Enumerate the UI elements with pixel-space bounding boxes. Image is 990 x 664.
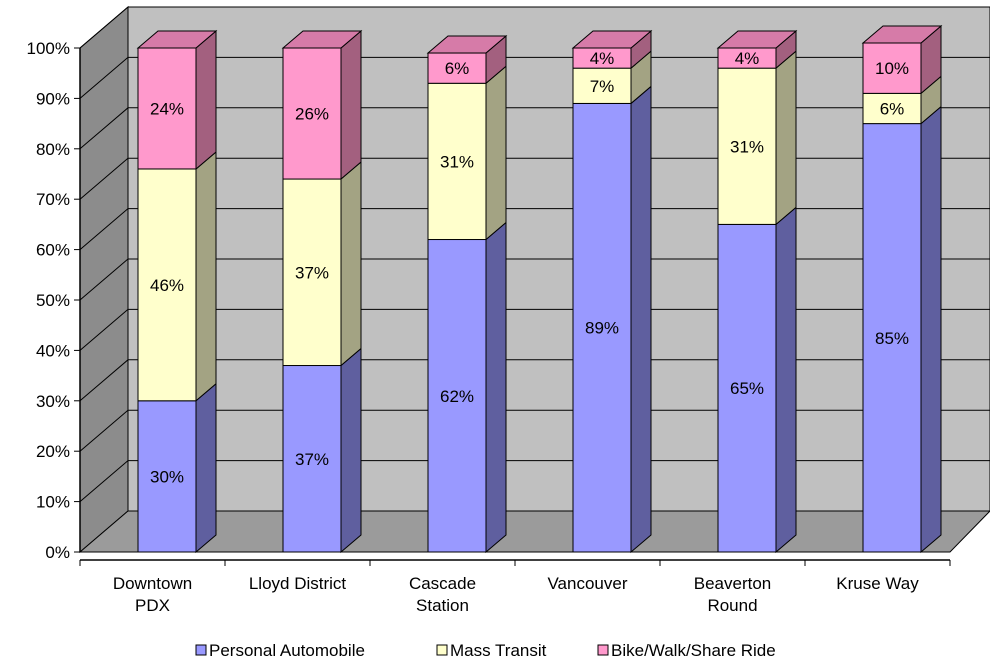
x-tick-label: Beaverton xyxy=(694,574,772,593)
data-label: 37% xyxy=(295,263,329,282)
bar-0-5 xyxy=(862,123,922,553)
bar-0-4 xyxy=(717,223,777,553)
legend-swatch xyxy=(597,644,609,656)
legend: Personal Automobile Mass Transit Bike/Walk… xyxy=(195,641,776,660)
data-label: 31% xyxy=(730,137,764,156)
gridline xyxy=(79,107,990,150)
legend-swatch xyxy=(436,644,448,656)
gridline xyxy=(79,258,990,301)
y-tick-label: 0% xyxy=(45,543,70,562)
bar-side-1-1 xyxy=(340,160,362,367)
y-tick-label: 80% xyxy=(36,140,70,159)
x-tick-label: Round xyxy=(707,596,757,615)
y-tick-label: 60% xyxy=(36,241,70,260)
bar-side-0-1 xyxy=(340,347,362,554)
y-tick-label: 50% xyxy=(36,291,70,310)
bar-side-0-0 xyxy=(195,382,217,554)
x-tick-label: Station xyxy=(416,596,469,615)
data-label: 24% xyxy=(150,99,184,118)
y-tick-label: 90% xyxy=(36,89,70,108)
x-tick-label: PDX xyxy=(135,596,170,615)
bar-0-3 xyxy=(572,102,632,553)
data-label: 30% xyxy=(150,467,184,486)
legend-label: Bike/Walk/Share Ride xyxy=(611,641,776,660)
data-label: 10% xyxy=(875,59,909,78)
data-label: 6% xyxy=(445,59,470,78)
data-label: 85% xyxy=(875,329,909,348)
bar-side-2-0 xyxy=(195,29,217,171)
y-tick-label: 100% xyxy=(27,39,70,58)
bar-side-0-4 xyxy=(775,206,797,554)
x-tick-label: Lloyd District xyxy=(249,574,347,593)
bar-side-1-2 xyxy=(485,65,507,241)
gridlines xyxy=(79,6,990,502)
data-label: 89% xyxy=(585,319,619,338)
y-tick-label: 30% xyxy=(36,392,70,411)
gridline xyxy=(79,308,990,351)
bar-0-0 xyxy=(137,400,197,553)
bar-1-0 xyxy=(137,168,197,402)
bar-1-4 xyxy=(717,67,777,225)
gridline xyxy=(79,409,990,452)
data-label: 31% xyxy=(440,152,474,171)
bar-1-1 xyxy=(282,178,342,367)
x-tick-label: Cascade xyxy=(409,574,476,593)
bar-top-3 xyxy=(571,30,653,49)
axes xyxy=(74,47,951,566)
y-tick-label: 10% xyxy=(36,493,70,512)
bar-top-2 xyxy=(426,35,508,54)
gridline xyxy=(79,157,990,200)
bar-2-2 xyxy=(427,52,487,84)
y-tick-label: 20% xyxy=(36,442,70,461)
data-label: 62% xyxy=(440,387,474,406)
data-label: 46% xyxy=(150,276,184,295)
x-tick-label: Downtown xyxy=(113,574,192,593)
gridline xyxy=(79,56,990,99)
data-label: 26% xyxy=(295,105,329,124)
bar-2-0 xyxy=(137,47,197,170)
y-tick-label: 70% xyxy=(36,190,70,209)
bar-side-0-3 xyxy=(630,85,652,554)
y-tick-label: 40% xyxy=(36,341,70,360)
bar-side-2-1 xyxy=(340,29,362,181)
bar-side-1-4 xyxy=(775,50,797,226)
bar-top-0 xyxy=(136,30,218,49)
x-tick-label: Kruse Way xyxy=(836,574,919,593)
bar-2-1 xyxy=(282,47,342,180)
legend-swatch xyxy=(195,644,207,656)
bar-top-4 xyxy=(716,30,798,49)
bar-side-0-2 xyxy=(485,221,507,554)
bar-side-1-0 xyxy=(195,150,217,402)
gridline xyxy=(79,208,990,250)
bar-1-2 xyxy=(427,82,487,241)
legend-label: Mass Transit xyxy=(450,641,547,660)
gridline xyxy=(79,359,990,402)
bar-top-5 xyxy=(861,25,943,44)
data-label: 4% xyxy=(735,49,760,68)
data-label: 4% xyxy=(590,49,615,68)
bar-side-0-5 xyxy=(920,105,942,554)
legend-label: Personal Automobile xyxy=(209,641,365,660)
data-label: 65% xyxy=(730,379,764,398)
bars xyxy=(136,24,943,554)
data-label: 37% xyxy=(295,450,329,469)
gridline xyxy=(79,6,990,49)
gridline xyxy=(79,460,990,502)
labels: 30% 46% 24% 37% 37% 26% 62% 31% 6% 89% 7% 4% 65% 31% 4… xyxy=(27,39,920,615)
bar-top-1 xyxy=(281,30,363,49)
x-tick-label: Vancouver xyxy=(547,574,627,593)
data-label: 6% xyxy=(880,99,905,118)
data-label: 7% xyxy=(590,77,615,96)
